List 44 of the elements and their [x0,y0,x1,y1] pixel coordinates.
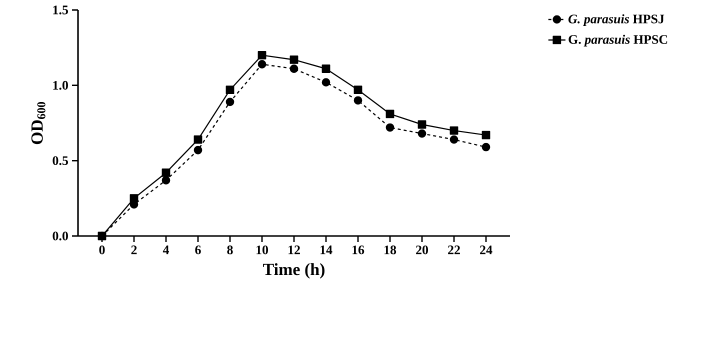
point [226,86,234,94]
y-tick-label: 1.0 [53,80,68,90]
point [258,60,266,68]
x-tick-label: 4 [162,246,170,254]
x-tick-label: 20 [416,246,428,254]
legend-label: G. parasuis HPSJ [568,14,664,26]
x-tick-label: 24 [480,246,492,254]
point [354,96,362,105]
x-tick-label: 2 [131,246,137,254]
point [290,56,298,64]
point [322,78,330,87]
y-axis-title: OD$_{600}$ [31,102,46,144]
point [386,110,394,118]
point [322,64,330,73]
point [482,130,490,140]
x-tick-label: 0 [99,246,105,254]
point [450,135,458,144]
point [194,135,202,144]
x-tick-label: 22 [448,246,460,254]
point [418,120,426,129]
legend-label: G. parasuis HPSC [568,34,668,46]
point [386,123,394,132]
point [162,168,170,177]
point [194,146,202,154]
x-tick-label: 18 [384,246,396,254]
point [354,86,362,94]
y-tick-label: 0.5 [52,156,68,166]
x-tick-label: 8 [227,246,233,254]
point [418,129,426,138]
point [258,51,266,60]
point [450,126,458,135]
x-tick-label: 16 [352,246,364,254]
x-tick-label: 10 [256,246,268,254]
point [226,98,234,106]
x-tick-label: 6 [195,246,201,254]
y-tick-label: 0.0 [52,232,68,240]
point [162,176,170,184]
x-tick-label: 12 [288,246,300,254]
y-tick-label: 1.5 [53,6,68,14]
point [482,142,490,152]
point [290,64,298,73]
x-tick-label: 14 [320,246,332,254]
x-axis-title: Time (h) [263,263,324,279]
point [130,194,138,203]
